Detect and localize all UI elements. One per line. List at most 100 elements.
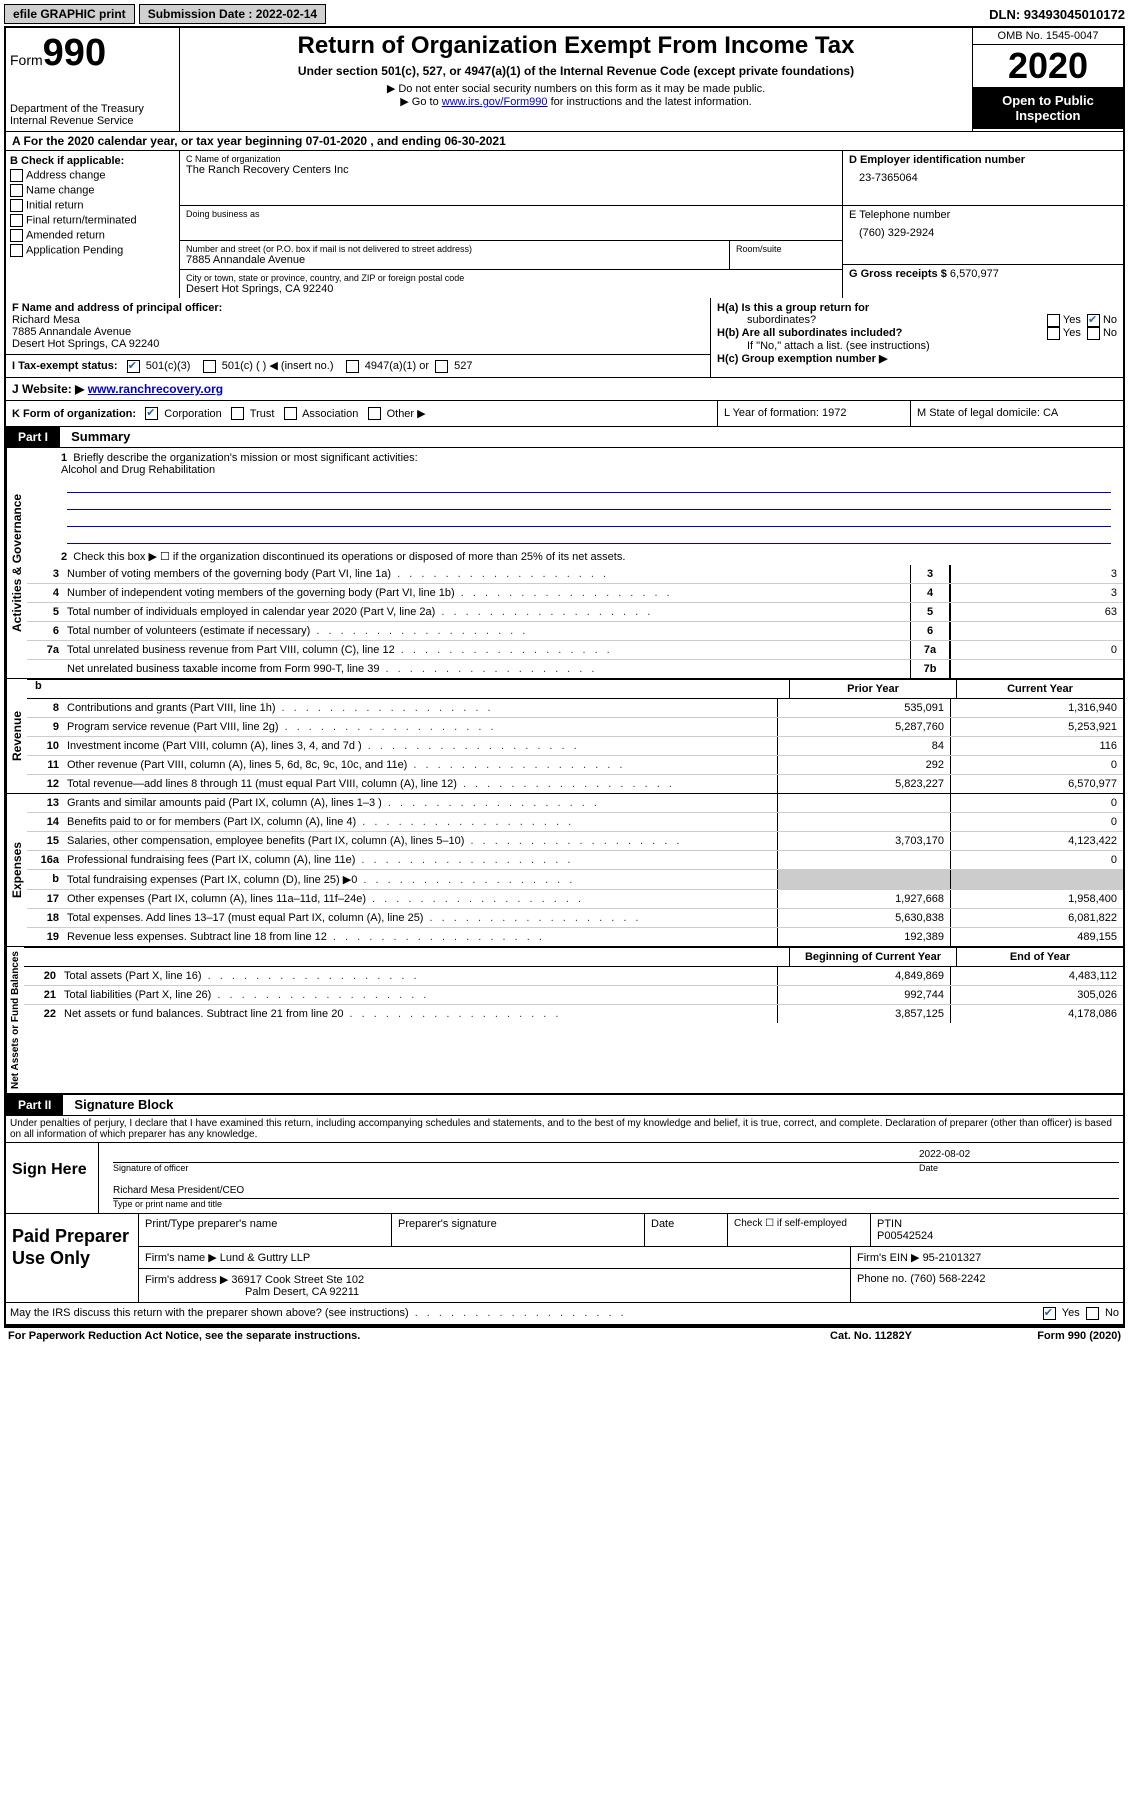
part2-title: Signature Block [66, 1097, 173, 1112]
chk-amended[interactable] [10, 229, 23, 242]
tel-label: E Telephone number [849, 209, 1117, 221]
org-name: The Ranch Recovery Centers Inc [186, 164, 836, 176]
gross-label: G Gross receipts $ [849, 268, 950, 280]
hdr-prior-year: Prior Year [789, 680, 956, 698]
chk-trust[interactable] [231, 407, 244, 420]
lbl-527: 527 [454, 360, 472, 372]
form990-link[interactable]: www.irs.gov/Form990 [442, 96, 548, 108]
dln-label: DLN: 93493045010172 [989, 7, 1125, 22]
prep-sig-hdr: Preparer's signature [392, 1214, 645, 1246]
lbl-amended: Amended return [26, 229, 105, 241]
mission-text: Alcohol and Drug Rehabilitation [61, 464, 215, 476]
lbl-name-change: Name change [26, 184, 95, 196]
org-name-label: C Name of organization [186, 154, 836, 164]
form-container: Form990 Department of the Treasury Inter… [4, 26, 1125, 1326]
ptin-value: P00542524 [877, 1230, 933, 1242]
vlabel-revenue: Revenue [6, 679, 27, 793]
chk-address-change[interactable] [10, 169, 23, 182]
tax-year: 2020 [973, 45, 1123, 87]
box-f: F Name and address of principal officer:… [6, 298, 711, 377]
lbl-corp: Corporation [164, 408, 221, 420]
form-subtitle: Under section 501(c), 527, or 4947(a)(1)… [184, 64, 968, 78]
box-d: D Employer identification number 23-7365… [842, 151, 1123, 298]
lbl-assoc: Association [302, 408, 358, 420]
section-revenue: Revenue bPrior YearCurrent Year 8Contrib… [6, 678, 1123, 793]
officer-addr2: Desert Hot Springs, CA 92240 [12, 338, 704, 350]
ptin-label: PTIN [877, 1218, 902, 1230]
form-header: Form990 Department of the Treasury Inter… [6, 28, 1123, 132]
chk-final-return[interactable] [10, 214, 23, 227]
chk-hb-yes[interactable] [1047, 327, 1060, 340]
paid-preparer-section: Paid Preparer Use Only Print/Type prepar… [6, 1213, 1123, 1302]
chk-other[interactable] [368, 407, 381, 420]
prep-date-hdr: Date [645, 1214, 728, 1246]
website-link[interactable]: www.ranchrecovery.org [88, 382, 223, 396]
entity-grid: B Check if applicable: Address change Na… [6, 151, 1123, 298]
lbl-final-return: Final return/terminated [26, 214, 137, 226]
firm-name: Lund & Guttry LLP [220, 1252, 311, 1264]
pra-notice: For Paperwork Reduction Act Notice, see … [8, 1330, 771, 1342]
chk-app-pending[interactable] [10, 244, 23, 257]
part2-header: Part II Signature Block [6, 1093, 1123, 1116]
firm-ein: 95-2101327 [923, 1252, 982, 1264]
section-expenses: Expenses 13Grants and similar amounts pa… [6, 793, 1123, 946]
chk-discuss-yes[interactable] [1043, 1307, 1056, 1320]
chk-discuss-no[interactable] [1086, 1307, 1099, 1320]
sign-here-label: Sign Here [6, 1143, 99, 1213]
vlabel-expenses: Expenses [6, 794, 27, 946]
vlabel-governance: Activities & Governance [6, 448, 27, 678]
lbl-yes: Yes [1062, 1307, 1080, 1320]
firm-phone-label: Phone no. [857, 1273, 910, 1285]
form-title: Return of Organization Exempt From Incom… [184, 32, 968, 60]
lbl-address-change: Address change [26, 169, 106, 181]
firm-ein-label: Firm's EIN ▶ [857, 1252, 923, 1264]
chk-assoc[interactable] [284, 407, 297, 420]
chk-hb-no[interactable] [1087, 327, 1100, 340]
form-note-2: ▶ Go to www.irs.gov/Form990 for instruct… [184, 95, 968, 108]
lbl-501c3: 501(c)(3) [146, 360, 191, 372]
chk-ha-yes[interactable] [1047, 314, 1060, 327]
form-footer: Form 990 (2020) [971, 1330, 1121, 1342]
box-h: H(a) Is this a group return for subordin… [711, 298, 1123, 377]
firm-phone: (760) 568-2242 [910, 1273, 985, 1285]
street-label: Number and street (or P.O. box if mail i… [186, 244, 723, 254]
section-netassets: Net Assets or Fund Balances Beginning of… [6, 946, 1123, 1093]
chk-initial-return[interactable] [10, 199, 23, 212]
chk-ha-no[interactable] [1087, 314, 1100, 327]
omb-number: OMB No. 1545-0047 [973, 28, 1123, 45]
lbl-no: No [1105, 1307, 1119, 1320]
ha-sub: subordinates? [717, 314, 1047, 327]
row-k: K Form of organization: Corporation Trus… [6, 401, 1123, 428]
officer-sig-name: Richard Mesa President/CEO [113, 1185, 244, 1196]
line-a: A For the 2020 calendar year, or tax yea… [6, 132, 1123, 151]
box-m: M State of legal domicile: CA [910, 401, 1123, 427]
hdr-begin-year: Beginning of Current Year [789, 948, 956, 966]
chk-corp[interactable] [145, 407, 158, 420]
chk-4947[interactable] [346, 360, 359, 373]
submission-date-button[interactable]: Submission Date : 2022-02-14 [139, 4, 326, 24]
ha-label: H(a) Is this a group return for [717, 302, 869, 314]
hb-label: H(b) Are all subordinates included? [717, 327, 1047, 340]
part1-title: Summary [63, 429, 130, 444]
chk-527[interactable] [435, 360, 448, 373]
chk-501c3[interactable] [127, 360, 140, 373]
self-emp-chk: Check ☐ if self-employed [728, 1214, 871, 1246]
dept-label: Department of the Treasury [10, 103, 175, 115]
form-number: 990 [43, 32, 106, 74]
lbl-initial-return: Initial return [26, 199, 83, 211]
city-value: Desert Hot Springs, CA 92240 [186, 283, 836, 295]
cat-no: Cat. No. 11282Y [771, 1330, 971, 1342]
chk-name-change[interactable] [10, 184, 23, 197]
box-i-label: I Tax-exempt status: [12, 360, 118, 372]
row-j: J Website: ▶ www.ranchrecovery.org [6, 378, 1123, 401]
hdr-end-year: End of Year [956, 948, 1123, 966]
top-bar: efile GRAPHIC print Submission Date : 20… [4, 4, 1125, 24]
efile-button[interactable]: efile GRAPHIC print [4, 4, 135, 24]
firm-addr1: 36917 Cook Street Ste 102 [231, 1274, 364, 1286]
vlabel-netassets: Net Assets or Fund Balances [6, 947, 24, 1093]
firm-name-label: Firm's name ▶ [145, 1252, 220, 1264]
form-note-1: ▶ Do not enter social security numbers o… [184, 82, 968, 95]
firm-addr-label: Firm's address ▶ [145, 1274, 231, 1286]
mission-label: Briefly describe the organization's miss… [73, 452, 417, 464]
chk-501c[interactable] [203, 360, 216, 373]
